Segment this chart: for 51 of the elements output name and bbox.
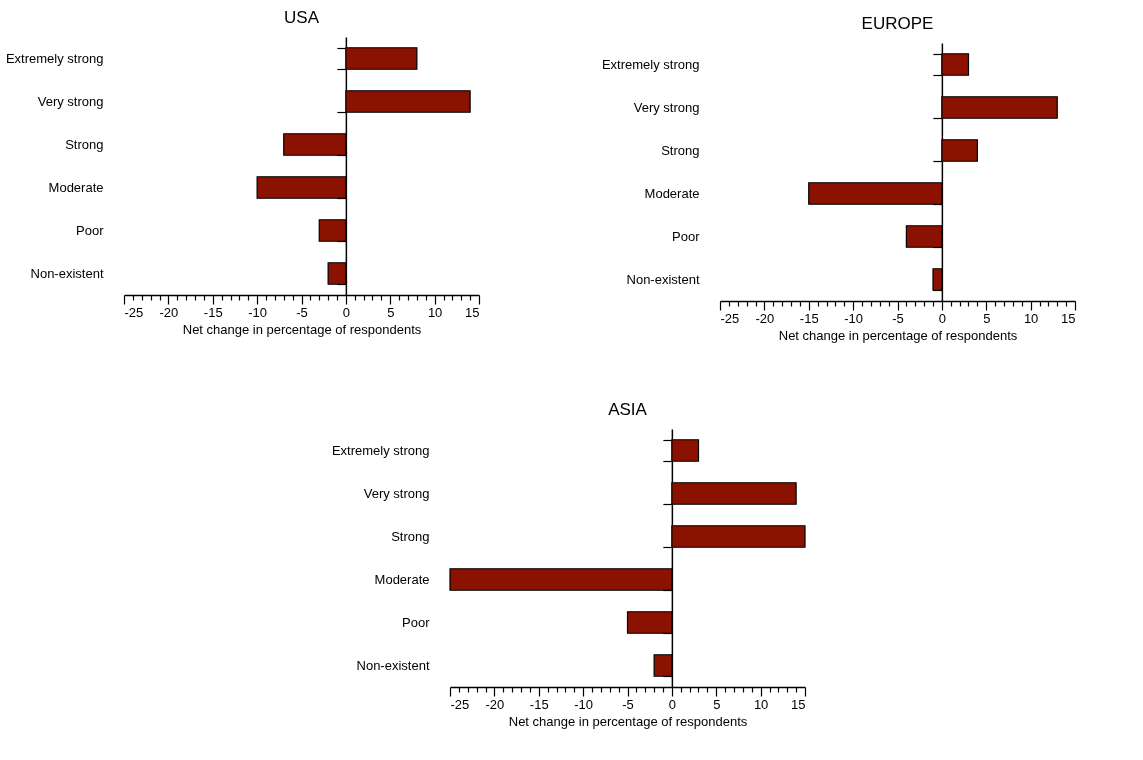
x-axis-title: Net change in percentage of respondents	[182, 321, 422, 337]
x-tick-label: 5	[983, 310, 991, 326]
x-tick-label: -15	[203, 304, 223, 320]
x-tick-label: -15	[529, 696, 549, 712]
y-tick-label: Moderate	[374, 572, 430, 587]
x-tick-label: -15	[799, 310, 819, 326]
x-tick-label: -5	[622, 696, 634, 712]
x-tick-label: -20	[485, 696, 505, 712]
x-tick-label: 0	[342, 304, 350, 320]
x-tick-label: 15	[1061, 310, 1076, 326]
x-tick-label: -5	[892, 310, 904, 326]
chart-title: EUROPE	[861, 14, 934, 33]
y-tick-label: Non-existent	[626, 272, 700, 287]
y-tick-label: Extremely strong	[601, 57, 700, 72]
x-tick-label: 0	[668, 696, 676, 712]
y-tick-label: Strong	[65, 137, 104, 152]
y-tick-label: Poor	[402, 615, 431, 630]
y-tick-label: Very strong	[633, 100, 700, 115]
y-tick-label: Poor	[672, 229, 701, 244]
y-tick-label: Poor	[76, 223, 105, 238]
x-tick-label: 5	[713, 696, 721, 712]
y-tick-label: Strong	[661, 143, 700, 158]
x-tick-label: 10	[427, 304, 443, 320]
chart-title: USA	[284, 8, 320, 27]
x-tick-label: -10	[574, 696, 594, 712]
y-tick-label: Moderate	[48, 180, 104, 195]
x-tick-label: -5	[296, 304, 308, 320]
y-tick-label: Very strong	[363, 486, 430, 501]
y-tick-label: Extremely strong	[5, 51, 104, 66]
x-tick-label: 15	[465, 304, 480, 320]
x-tick-label: -10	[844, 310, 864, 326]
x-tick-label: -20	[755, 310, 775, 326]
y-tick-label: Non-existent	[356, 658, 430, 673]
y-tick-label: Strong	[391, 529, 430, 544]
y-tick-label: Moderate	[644, 186, 700, 201]
x-tick-label: 0	[938, 310, 946, 326]
x-tick-label: -25	[720, 310, 740, 326]
x-tick-label: 15	[791, 696, 806, 712]
y-tick-label: Extremely strong	[331, 443, 430, 458]
x-axis-title: Net change in percentage of respondents	[508, 713, 748, 729]
x-tick-label: 10	[753, 696, 769, 712]
chart-title: ASIA	[608, 400, 648, 419]
x-tick-label: -25	[124, 304, 144, 320]
y-tick-label: Very strong	[37, 94, 104, 109]
x-axis-title: Net change in percentage of respondents	[778, 327, 1018, 343]
x-tick-label: 5	[387, 304, 395, 320]
y-tick-label: Non-existent	[30, 266, 104, 281]
x-tick-label: -25	[450, 696, 470, 712]
x-tick-label: -20	[159, 304, 179, 320]
x-tick-label: -10	[248, 304, 268, 320]
x-tick-label: 10	[1023, 310, 1039, 326]
